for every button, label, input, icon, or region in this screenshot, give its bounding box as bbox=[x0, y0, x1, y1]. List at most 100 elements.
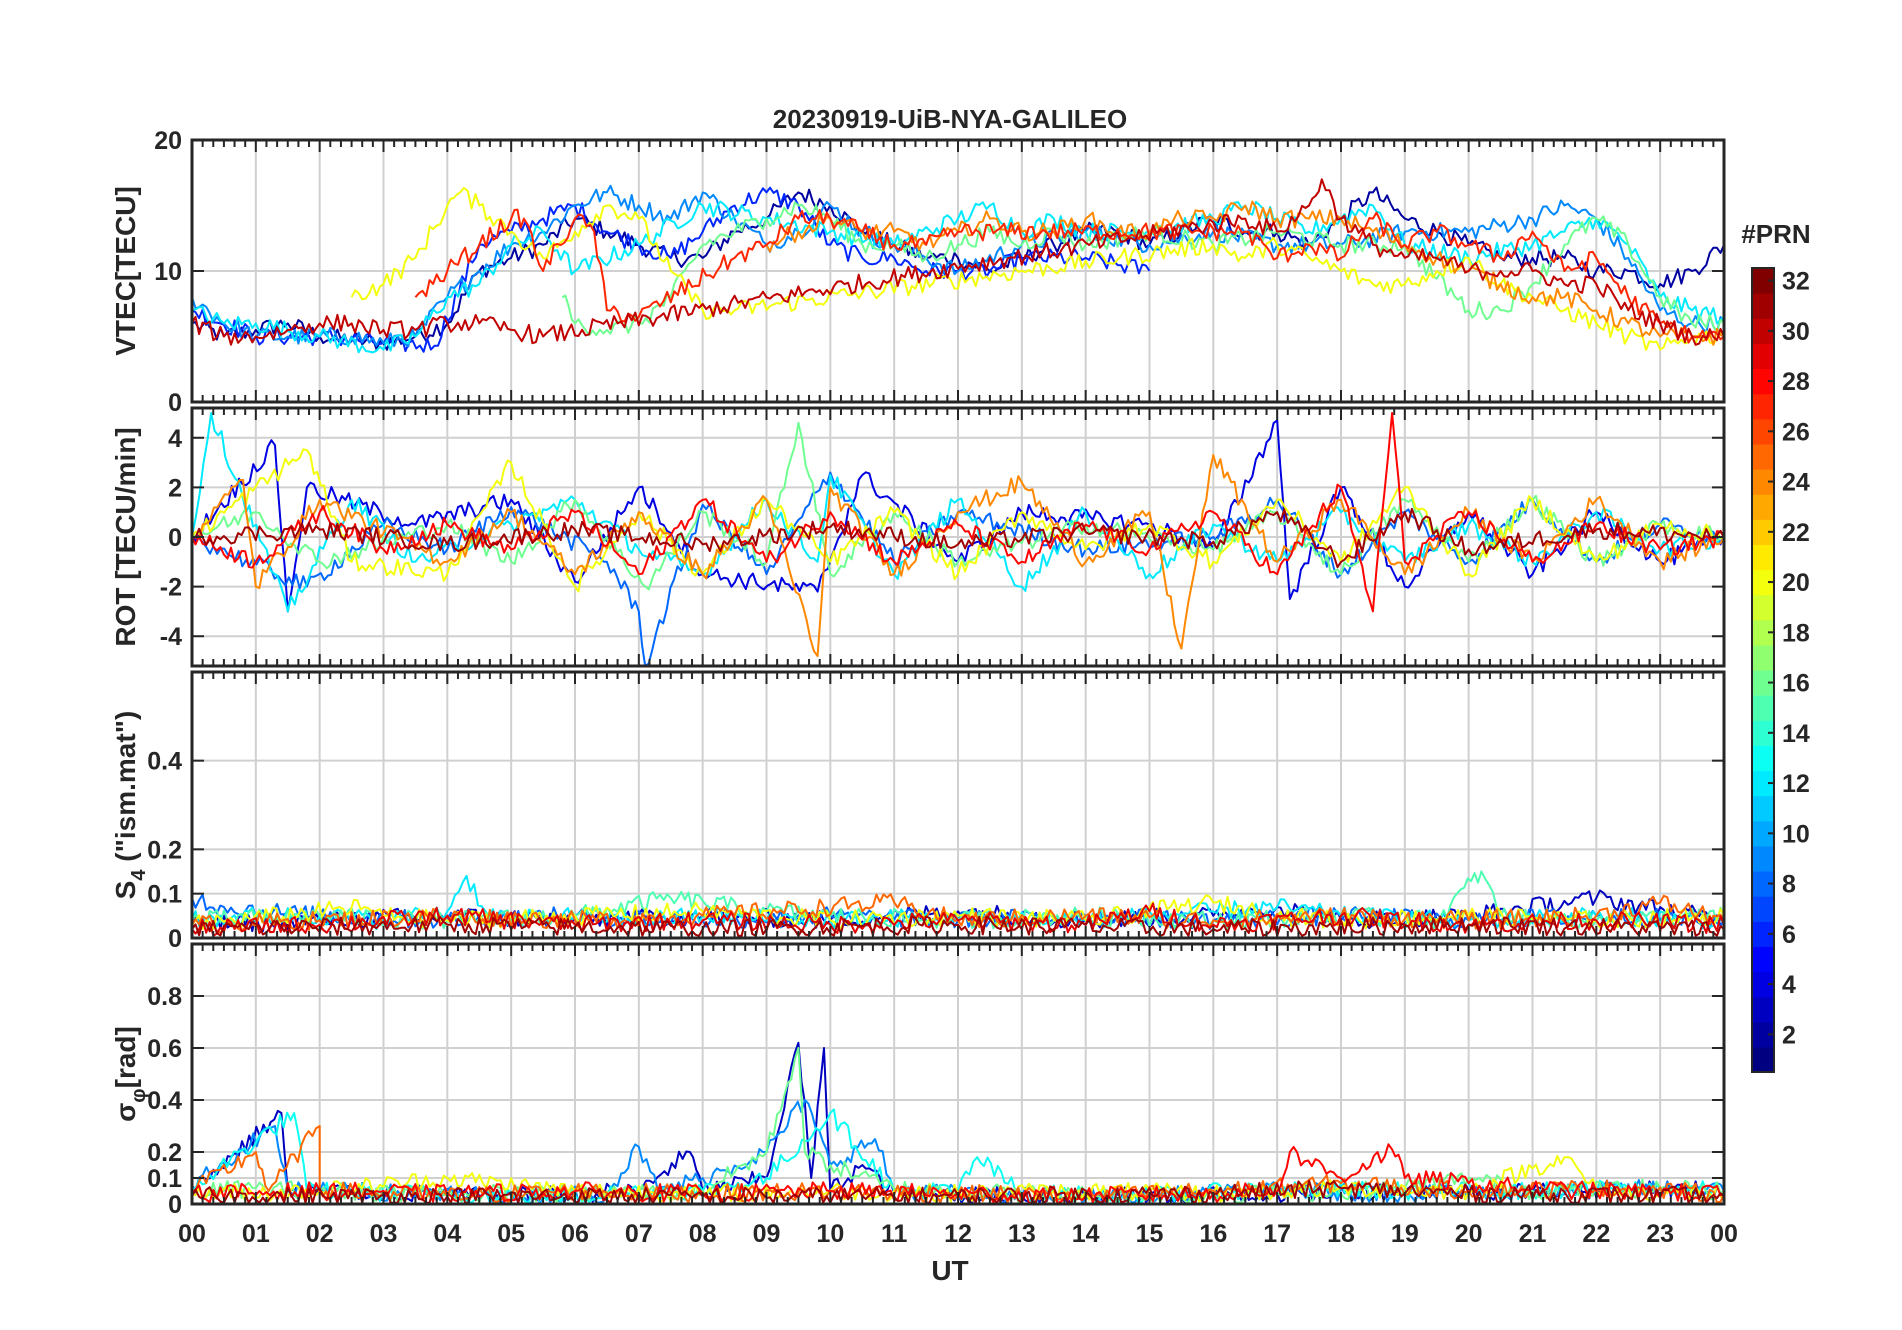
colorbar-tick-label: 30 bbox=[1782, 318, 1810, 346]
x-tick-label: 22 bbox=[1582, 1220, 1610, 1248]
y-tick-label: 0.8 bbox=[147, 983, 182, 1011]
y-tick-label: 0 bbox=[168, 524, 182, 552]
colorbar-band bbox=[1752, 268, 1774, 294]
colorbar-band bbox=[1752, 544, 1774, 571]
x-minor-ticks bbox=[191, 139, 1725, 403]
x-tick-label: 19 bbox=[1391, 1220, 1419, 1248]
grid bbox=[191, 944, 1725, 1205]
chart-title: 20230919-UiB-NYA-GALILEO bbox=[773, 104, 1128, 134]
y-tick-label: 0 bbox=[168, 925, 182, 953]
panel-4: 00.10.2 0.4 0.6 0.8 σφ[rad] bbox=[110, 942, 1726, 1219]
x-tick-label: 00 bbox=[1710, 1220, 1738, 1248]
y-axis-label-sub: φ bbox=[128, 1088, 150, 1102]
colorbar-band bbox=[1752, 494, 1774, 520]
y-tick-label: 0.1 bbox=[147, 1165, 182, 1193]
colorbar-band bbox=[1752, 946, 1774, 973]
y-axis-label-rest: [rad] bbox=[110, 1026, 141, 1088]
series-prn-30 bbox=[192, 178, 1724, 346]
x-axis-label: UT bbox=[931, 1255, 968, 1286]
colorbar-label: #PRN bbox=[1741, 219, 1810, 249]
x-tick-label: 16 bbox=[1199, 1220, 1227, 1248]
colorbar-band bbox=[1752, 871, 1774, 897]
x-tick-label: 01 bbox=[242, 1220, 270, 1248]
colorbar-tick-label: 20 bbox=[1782, 569, 1810, 597]
colorbar-band bbox=[1752, 393, 1774, 420]
y-axis-label: σφ[rad] bbox=[110, 1026, 150, 1122]
colorbar-band bbox=[1752, 845, 1774, 872]
colorbar-band bbox=[1752, 795, 1774, 822]
colorbar-band bbox=[1752, 695, 1774, 721]
x-minor-ticks bbox=[191, 944, 1725, 1205]
colorbar-tick-label: 6 bbox=[1782, 921, 1796, 949]
y-tick-label: 20 bbox=[154, 127, 182, 155]
series-prn-31 bbox=[192, 915, 1724, 937]
y-axis-label-rest: ("ism.mat") bbox=[110, 711, 141, 870]
colorbar-tick-label: 12 bbox=[1782, 770, 1810, 798]
y-axis-label-main: σ bbox=[110, 1103, 141, 1122]
x-tick-label: 00 bbox=[178, 1220, 206, 1248]
colorbar-tick-label: 14 bbox=[1782, 720, 1810, 748]
y-tick-label: 0.2 bbox=[147, 836, 182, 864]
y-tick-label: -4 bbox=[160, 623, 182, 651]
colorbar-band bbox=[1752, 1046, 1774, 1073]
colorbar-band bbox=[1752, 619, 1774, 646]
series-prn-20 bbox=[192, 448, 1724, 593]
y-tick-label: 0.6 bbox=[147, 1035, 182, 1063]
y-tick-label: 0.1 bbox=[147, 881, 182, 909]
colorbar-band bbox=[1752, 343, 1774, 370]
colorbar-tick-label: 26 bbox=[1782, 418, 1810, 446]
series-prn-28 bbox=[192, 412, 1724, 613]
colorbar-tick-label: 28 bbox=[1782, 368, 1810, 396]
colorbar-band bbox=[1752, 971, 1774, 998]
x-tick-label: 23 bbox=[1646, 1220, 1674, 1248]
x-tick-label: 09 bbox=[753, 1220, 781, 1248]
x-tick-label: 04 bbox=[433, 1220, 461, 1248]
x-tick-label: 07 bbox=[625, 1220, 653, 1248]
series-prn-20 bbox=[192, 894, 1724, 931]
colorbar-tick-label: 24 bbox=[1782, 469, 1810, 497]
x-tick-label: 21 bbox=[1519, 1220, 1547, 1248]
panel-1: 0 10 20 VTEC[TECU] bbox=[110, 127, 1726, 417]
colorbar-band bbox=[1752, 644, 1774, 671]
colorbar-tick-label: 16 bbox=[1782, 670, 1810, 698]
colorbar-tick-label: 18 bbox=[1782, 619, 1810, 647]
colorbar-frame bbox=[1751, 267, 1775, 1073]
x-tick-label: 20 bbox=[1455, 1220, 1483, 1248]
x-tick-label: 05 bbox=[497, 1220, 525, 1248]
y-tick-label: 10 bbox=[154, 258, 182, 286]
colorbar-tick-label: 10 bbox=[1782, 820, 1810, 848]
y-axis-label-main: S bbox=[110, 881, 141, 900]
x-tick-label: 17 bbox=[1263, 1220, 1291, 1248]
x-tick-label: 11 bbox=[881, 1220, 908, 1248]
x-tick-label: 10 bbox=[816, 1220, 844, 1248]
x-tick-label: 13 bbox=[1008, 1220, 1036, 1248]
x-minor-ticks bbox=[191, 672, 1725, 939]
x-tick-label: 18 bbox=[1327, 1220, 1355, 1248]
series-group bbox=[192, 178, 1724, 354]
x-tick-label: 12 bbox=[944, 1220, 972, 1248]
y-tick-label: 0 bbox=[168, 1191, 182, 1219]
colorbar-tick-label: 8 bbox=[1782, 871, 1796, 899]
y-tick-label: 2 bbox=[168, 474, 182, 502]
colorbar-band bbox=[1752, 1021, 1774, 1048]
x-tick-label: 06 bbox=[561, 1220, 589, 1248]
colorbar-band bbox=[1752, 896, 1774, 922]
x-tick-label: 15 bbox=[1136, 1220, 1164, 1248]
y-tick-label: 0.4 bbox=[147, 748, 182, 776]
panel-2: -4 -2 0 2 4 ROT [TECU/min] bbox=[110, 406, 1726, 668]
y-tick-label: 0.4 bbox=[147, 1087, 182, 1115]
x-minor-ticks bbox=[191, 408, 1725, 666]
series-prn-31 bbox=[192, 507, 1724, 569]
series-group bbox=[192, 870, 1724, 937]
y-tick-label: 0.2 bbox=[147, 1139, 182, 1167]
colorbar-band bbox=[1752, 670, 1774, 696]
colorbar-band bbox=[1752, 594, 1774, 621]
series-group bbox=[192, 412, 1724, 666]
y-axis-label: VTEC[TECU] bbox=[110, 186, 141, 356]
colorbar-band bbox=[1752, 720, 1774, 746]
x-axis: 00 01 02 03 04 05 06 07 08 09 10 11 12 13 14 15 16 17 18 19… bbox=[178, 1220, 1738, 1248]
y-tick-label: 0 bbox=[168, 389, 182, 417]
